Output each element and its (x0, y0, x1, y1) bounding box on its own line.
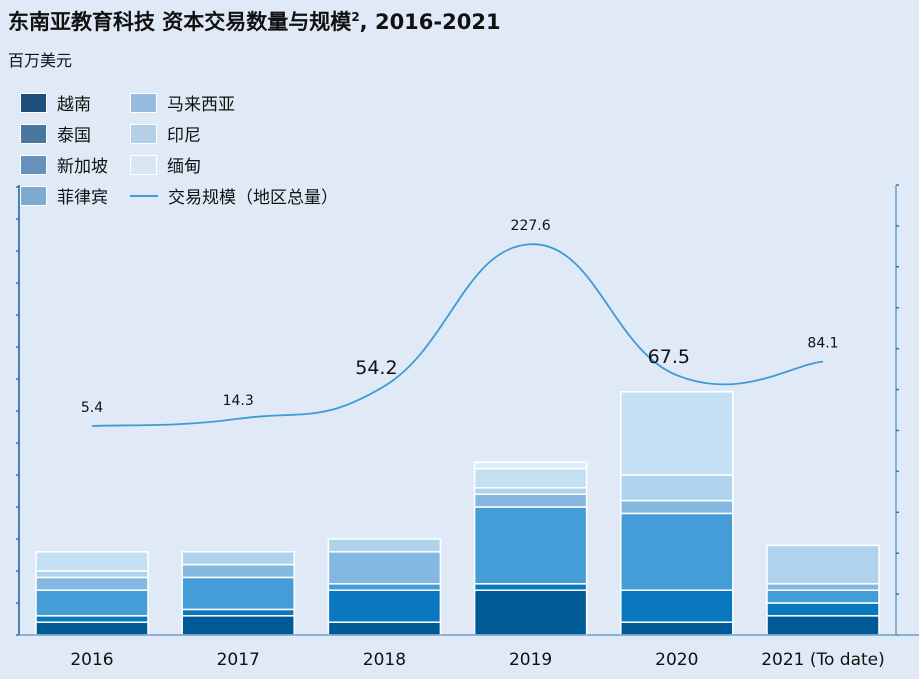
bar-segment (473, 506, 588, 585)
bar-segment (327, 583, 442, 591)
bar-segment (181, 608, 295, 617)
data-label: 54.2 (355, 357, 397, 379)
bar-segment (473, 589, 588, 636)
bar-segment (620, 589, 734, 623)
legend-swatch (20, 92, 47, 113)
bar-segment (766, 589, 880, 604)
bar-segment (473, 487, 588, 495)
legend-label: 交易规模（地区总量） (168, 188, 338, 208)
legend-item: 印尼 (130, 121, 201, 146)
bar-segment (35, 621, 149, 636)
bar-segment (620, 621, 734, 636)
legend: 越南泰国新加坡菲律宾 马来西亚印尼缅甸交易规模（地区总量） (20, 90, 380, 216)
bar-segment (766, 615, 880, 636)
bar-segment (35, 576, 149, 591)
legend-item: 马来西亚 (130, 90, 235, 115)
legend-label: 新加坡 (57, 157, 108, 177)
bar-segment (473, 583, 588, 591)
bar-segment (181, 615, 295, 636)
legend-label: 印尼 (167, 126, 201, 146)
chart-title: 东南亚教育科技 资本交易数量与规模2, 2016-2021 (8, 6, 501, 36)
legend-line-swatch (130, 194, 158, 197)
data-label: 14.3 (223, 393, 254, 409)
legend-item: 泰国 (20, 121, 91, 146)
data-label: 67.5 (648, 346, 690, 368)
bar-segment (766, 602, 880, 617)
title-text: 东南亚教育科技 资本交易数量与规模 (8, 10, 352, 34)
bar-segment (473, 493, 588, 508)
legend-label: 泰国 (57, 126, 91, 146)
data-label: 5.4 (81, 400, 103, 416)
x-tick-label: 2016 (70, 650, 113, 670)
x-tick-label: 2019 (509, 650, 552, 670)
bar-segment (181, 563, 295, 579)
bar-segment (620, 474, 734, 502)
legend-swatch (130, 123, 157, 144)
legend-item: 新加坡 (20, 152, 108, 177)
legend-swatch (20, 123, 47, 144)
legend-swatch (130, 92, 157, 113)
legend-item: 菲律宾 (20, 183, 108, 208)
bar-segment (181, 551, 295, 566)
x-tick-label: 2017 (217, 650, 260, 670)
bar-segment (473, 461, 588, 470)
data-label: 84.1 (807, 336, 838, 352)
bar-segment (766, 544, 880, 585)
bar-segment (327, 621, 442, 636)
legend-label: 马来西亚 (167, 95, 235, 115)
bar-segment (35, 551, 149, 572)
deal-value-line (91, 243, 824, 427)
data-label: 227.6 (511, 218, 551, 234)
legend-item: 缅甸 (130, 152, 201, 177)
legend-item-line: 交易规模（地区总量） (130, 183, 338, 208)
title-footnote: 2 (351, 10, 360, 24)
bar-segment (327, 538, 442, 553)
legend-label: 越南 (57, 95, 91, 115)
bar-segment (35, 570, 149, 579)
bar-segment (35, 589, 149, 617)
legend-label: 菲律宾 (57, 188, 108, 208)
x-tick-label: 2020 (655, 650, 698, 670)
legend-swatch (20, 185, 47, 206)
x-tick-label: 2021 (To date) (761, 650, 885, 670)
bar-segment (620, 391, 734, 476)
bar-segment (35, 615, 149, 623)
bar-segment (327, 589, 442, 623)
unit-label: 百万美元 (8, 51, 73, 70)
bar-segment (473, 467, 588, 489)
legend-label: 缅甸 (167, 157, 201, 177)
bar-segment (766, 583, 880, 591)
legend-item: 越南 (20, 90, 91, 115)
legend-swatch (20, 154, 47, 175)
bar-segment (181, 576, 295, 611)
bar-segment (620, 512, 734, 591)
legend-swatch (130, 154, 157, 175)
bar-segment (327, 551, 442, 585)
x-tick-label: 2018 (363, 650, 406, 670)
title-years: , 2016-2021 (359, 10, 501, 34)
bar-segment (620, 499, 734, 515)
